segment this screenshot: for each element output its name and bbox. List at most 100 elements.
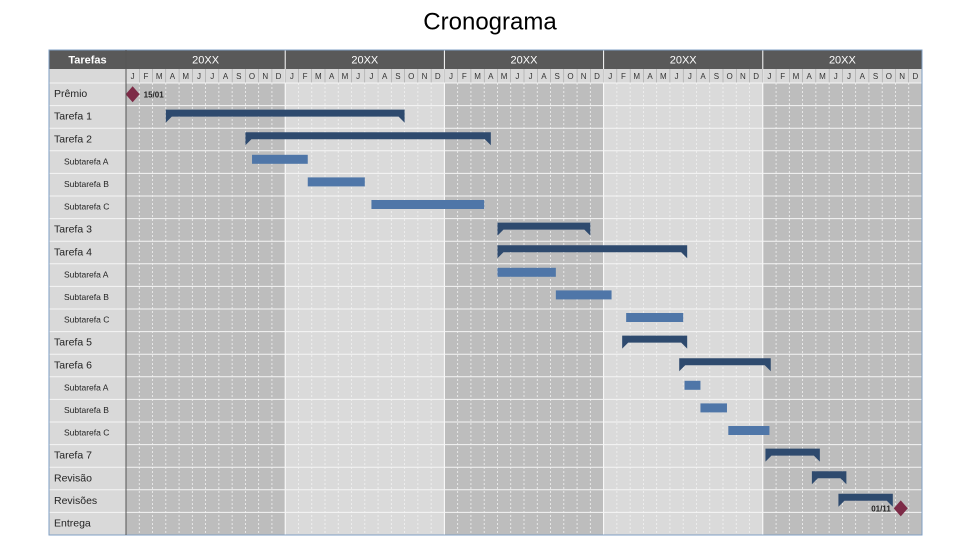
month-label: J xyxy=(688,72,692,81)
subtask-bar xyxy=(684,380,701,390)
task-name: Tarefa 5 xyxy=(54,337,92,349)
month-label: M xyxy=(633,72,640,81)
year-label: 20XX xyxy=(829,54,857,66)
month-label: O xyxy=(408,72,414,81)
task-bar xyxy=(245,132,491,146)
task-name: Subtarefa B xyxy=(64,179,109,189)
task-bar xyxy=(497,245,688,259)
month-bar xyxy=(49,69,922,83)
month-label: N xyxy=(262,72,268,81)
subtask-bar xyxy=(252,154,308,164)
task-name: Tarefa 6 xyxy=(54,359,92,371)
subtask-bar xyxy=(626,313,684,322)
month-label: M xyxy=(501,72,508,81)
month-label: F xyxy=(780,72,785,81)
month-label: S xyxy=(873,72,878,81)
month-label: O xyxy=(249,72,255,81)
month-label: M xyxy=(819,72,826,81)
task-bar xyxy=(765,448,820,462)
month-label: J xyxy=(369,72,373,81)
header-bar xyxy=(49,50,922,69)
month-label: M xyxy=(660,72,667,81)
task-name: Subtarefa B xyxy=(64,405,109,415)
month-label: M xyxy=(182,72,189,81)
subtask-bar xyxy=(371,200,485,209)
subtask-bar xyxy=(555,290,612,300)
month-label: J xyxy=(529,72,533,81)
month-label: S xyxy=(714,72,719,81)
month-label: D xyxy=(753,72,759,81)
milestone xyxy=(893,500,908,517)
month-label: S xyxy=(236,72,241,81)
task-bar xyxy=(838,493,893,507)
subtask-bar xyxy=(307,177,365,187)
month-label: D xyxy=(912,72,918,81)
milestone xyxy=(125,86,140,103)
task-name: Prêmio xyxy=(54,88,87,100)
task-name: Subtarefa C xyxy=(64,202,109,212)
task-name: Revisões xyxy=(54,495,97,507)
subtask-bar xyxy=(728,426,770,435)
month-label: D xyxy=(594,72,600,81)
month-label: S xyxy=(395,72,400,81)
month-label: A xyxy=(329,72,335,81)
month-label: J xyxy=(210,72,214,81)
task-name: Subtarefa B xyxy=(64,292,109,302)
month-label: J xyxy=(449,72,453,81)
month-label: A xyxy=(541,72,547,81)
month-label: A xyxy=(700,72,706,81)
year-label: 20XX xyxy=(670,54,698,66)
year-label: 20XX xyxy=(351,54,379,66)
month-label: M xyxy=(342,72,349,81)
month-label: F xyxy=(462,72,467,81)
task-name: Tarefa 3 xyxy=(54,224,92,236)
month-label: N xyxy=(740,72,746,81)
month-label: N xyxy=(422,72,428,81)
task-name: Subtarefa A xyxy=(64,269,109,279)
month-label: A xyxy=(382,72,388,81)
milestone-label: 01/11 xyxy=(871,505,891,514)
task-name: Subtarefa C xyxy=(64,428,109,438)
task-bar xyxy=(165,109,405,123)
year-label: 20XX xyxy=(511,54,539,66)
month-label: J xyxy=(834,72,838,81)
month-label: M xyxy=(315,72,322,81)
task-name: Entrega xyxy=(54,517,91,529)
task-name: Subtarefa A xyxy=(64,382,109,392)
month-label: J xyxy=(515,72,519,81)
task-header: Tarefas xyxy=(68,54,106,66)
chart-title: Cronograma xyxy=(423,8,557,35)
task-name: Tarefa 2 xyxy=(54,133,92,145)
month-label: M xyxy=(474,72,481,81)
month-label: A xyxy=(807,72,813,81)
month-label: N xyxy=(581,72,587,81)
task-bar xyxy=(811,471,847,485)
task-bar xyxy=(679,358,771,372)
month-label: A xyxy=(647,72,653,81)
month-label: O xyxy=(567,72,573,81)
task-name: Revisão xyxy=(54,472,92,484)
month-label: J xyxy=(197,72,201,81)
month-label: A xyxy=(223,72,229,81)
month-label: D xyxy=(276,72,282,81)
milestone-label: 15/01 xyxy=(144,90,165,99)
month-label: J xyxy=(356,72,360,81)
task-name: Tarefa 7 xyxy=(54,450,92,462)
month-label: J xyxy=(131,72,135,81)
month-label: A xyxy=(170,72,176,81)
month-label: N xyxy=(899,72,905,81)
year-label: 20XX xyxy=(192,54,220,66)
month-label: J xyxy=(847,72,851,81)
task-name: Subtarefa A xyxy=(64,156,109,166)
frame xyxy=(48,49,923,536)
month-label: M xyxy=(156,72,163,81)
month-label: J xyxy=(675,72,679,81)
task-name: Subtarefa C xyxy=(64,315,109,325)
task-bar xyxy=(622,335,688,349)
month-label: A xyxy=(488,72,494,81)
month-label: M xyxy=(793,72,800,81)
subtask-bar xyxy=(700,403,727,413)
month-label: F xyxy=(303,72,308,81)
task-name: Tarefa 1 xyxy=(54,111,92,123)
